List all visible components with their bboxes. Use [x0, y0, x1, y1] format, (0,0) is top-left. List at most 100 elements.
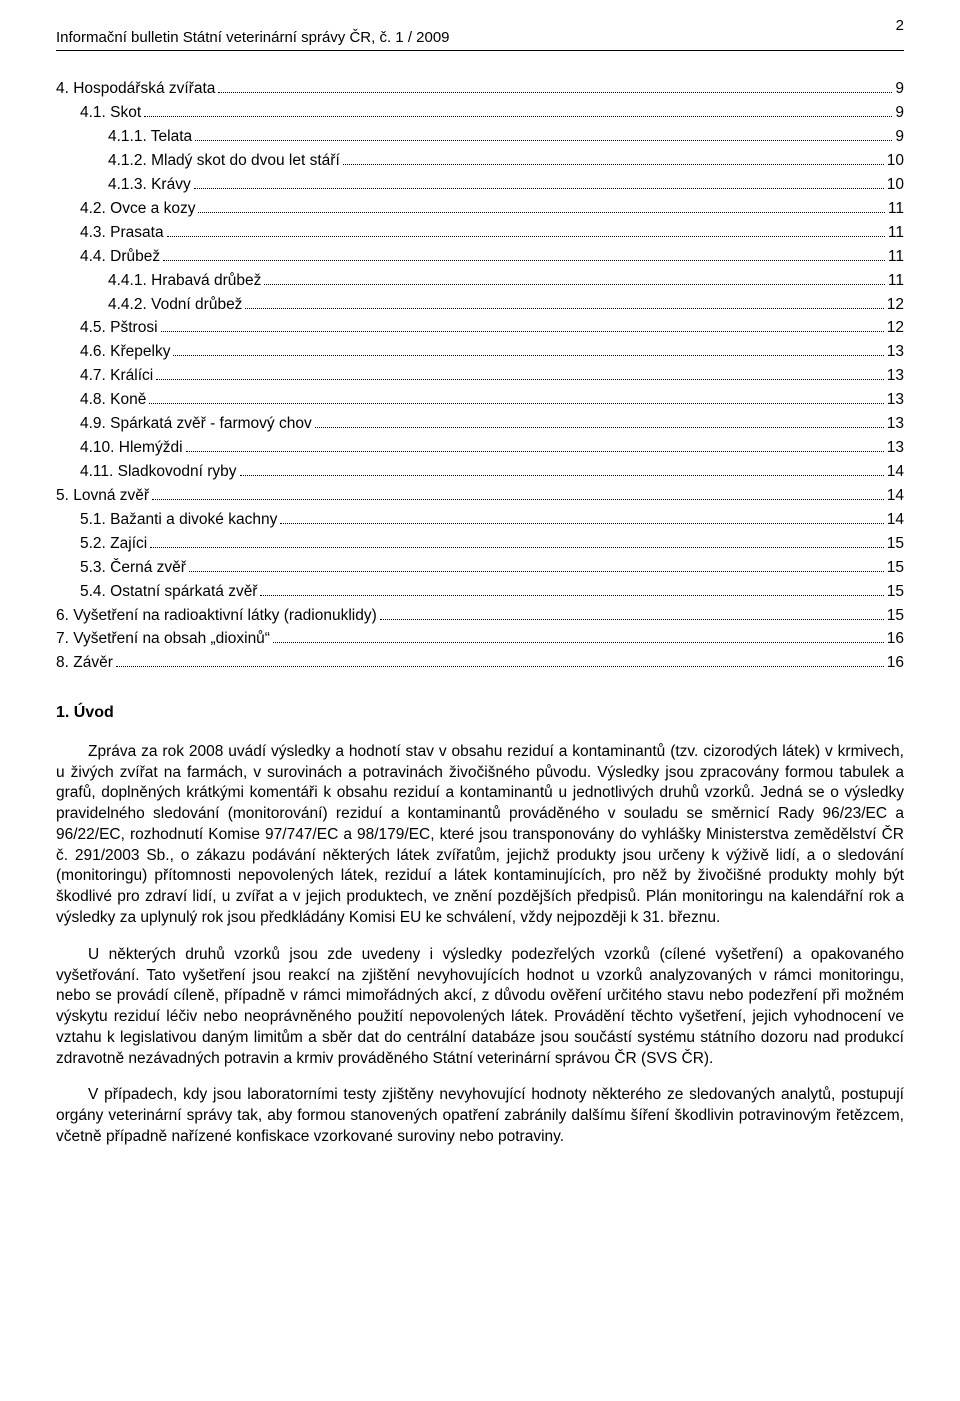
table-of-contents: 4. Hospodářská zvířata94.1. Skot94.1.1. … — [56, 79, 904, 674]
toc-leader-dots — [280, 511, 883, 523]
toc-row: 5.3. Černá zvěř 15 — [56, 558, 904, 579]
toc-leader-dots — [144, 105, 892, 117]
toc-leader-dots — [380, 607, 884, 619]
toc-row: 4.6. Křepelky13 — [56, 342, 904, 363]
toc-page-number: 12 — [887, 295, 904, 316]
toc-label: 4.3. Prasata — [80, 223, 164, 244]
toc-leader-dots — [173, 344, 883, 356]
toc-leader-dots — [198, 200, 884, 212]
toc-page-number: 11 — [888, 199, 904, 220]
toc-label: 4.4. Drůbež — [80, 247, 160, 268]
body-paragraph: V případech, kdy jsou laboratorními test… — [56, 1085, 904, 1147]
toc-page-number: 16 — [887, 653, 904, 674]
toc-label: 4.1.2. Mladý skot do dvou let stáří — [108, 151, 340, 172]
toc-page-number: 16 — [887, 629, 904, 650]
toc-page-number: 12 — [887, 318, 904, 339]
toc-leader-dots — [195, 129, 892, 141]
toc-row: 5.4. Ostatní spárkatá zvěř 15 — [56, 582, 904, 603]
toc-leader-dots — [194, 177, 884, 189]
toc-page-number: 14 — [887, 462, 904, 483]
header-title: Informační bulletin Státní veterinární s… — [56, 28, 450, 48]
toc-leader-dots — [218, 81, 892, 93]
toc-label: 5. Lovná zvěř — [56, 486, 149, 507]
toc-leader-dots — [152, 488, 884, 500]
toc-row: 4.4. Drůbež 11 — [56, 247, 904, 268]
section-heading: 1. Úvod — [56, 702, 904, 724]
toc-leader-dots — [343, 153, 884, 165]
toc-leader-dots — [163, 248, 885, 260]
toc-leader-dots — [161, 320, 884, 332]
toc-page-number: 13 — [887, 390, 904, 411]
toc-page-number: 9 — [895, 103, 904, 124]
toc-leader-dots — [149, 392, 883, 404]
toc-leader-dots — [116, 655, 884, 667]
toc-page-number: 9 — [895, 127, 904, 148]
document-page: Informační bulletin Státní veterinární s… — [0, 0, 960, 1401]
toc-page-number: 15 — [887, 606, 904, 627]
toc-row: 4.1. Skot 9 — [56, 103, 904, 124]
toc-label: 4.5. Pštrosi — [80, 318, 158, 339]
toc-row: 4.4.1. Hrabavá drůbež11 — [56, 271, 904, 292]
body-paragraph: Zpráva za rok 2008 uvádí výsledky a hodn… — [56, 742, 904, 929]
toc-label: 5.4. Ostatní spárkatá zvěř — [80, 582, 257, 603]
toc-page-number: 15 — [887, 558, 904, 579]
toc-label: 4.2. Ovce a kozy — [80, 199, 195, 220]
toc-leader-dots — [186, 440, 884, 452]
toc-row: 4.11. Sladkovodní ryby 14 — [56, 462, 904, 483]
toc-page-number: 15 — [887, 582, 904, 603]
toc-label: 4. Hospodářská zvířata — [56, 79, 215, 100]
toc-page-number: 10 — [887, 175, 904, 196]
toc-row: 7. Vyšetření na obsah „dioxinů“ 16 — [56, 629, 904, 650]
toc-row: 4.5. Pštrosi 12 — [56, 318, 904, 339]
page-header: Informační bulletin Státní veterinární s… — [56, 28, 904, 48]
toc-label: 4.8. Koně — [80, 390, 146, 411]
toc-label: 4.4.2. Vodní drůbež — [108, 295, 242, 316]
toc-label: 4.7. Králíci — [80, 366, 153, 387]
toc-label: 4.1.3. Krávy — [108, 175, 191, 196]
toc-label: 4.1. Skot — [80, 103, 141, 124]
toc-row: 4.8. Koně 13 — [56, 390, 904, 411]
toc-row: 5. Lovná zvěř 14 — [56, 486, 904, 507]
toc-page-number: 13 — [887, 342, 904, 363]
toc-row: 4.1.3. Krávy 10 — [56, 175, 904, 196]
toc-page-number: 14 — [887, 486, 904, 507]
page-number: 2 — [896, 16, 904, 36]
toc-label: 8. Závěr — [56, 653, 113, 674]
toc-row: 4.3. Prasata11 — [56, 223, 904, 244]
toc-row: 5.2. Zajíci15 — [56, 534, 904, 555]
toc-row: 4.7. Králíci 13 — [56, 366, 904, 387]
header-rule — [56, 50, 904, 51]
toc-row: 4.10. Hlemýždi13 — [56, 438, 904, 459]
toc-page-number: 13 — [887, 438, 904, 459]
toc-leader-dots — [156, 368, 884, 380]
toc-leader-dots — [240, 464, 884, 476]
toc-label: 5.2. Zajíci — [80, 534, 147, 555]
toc-leader-dots — [150, 535, 884, 547]
toc-row: 5.1. Bažanti a divoké kachny14 — [56, 510, 904, 531]
toc-page-number: 11 — [888, 247, 904, 268]
toc-leader-dots — [189, 559, 884, 571]
toc-label: 4.4.1. Hrabavá drůbež — [108, 271, 261, 292]
toc-row: 4.1.2. Mladý skot do dvou let stáří10 — [56, 151, 904, 172]
toc-label: 4.1.1. Telata — [108, 127, 192, 148]
toc-label: 5.3. Černá zvěř — [80, 558, 186, 579]
toc-page-number: 13 — [887, 414, 904, 435]
toc-page-number: 13 — [887, 366, 904, 387]
toc-label: 7. Vyšetření na obsah „dioxinů“ — [56, 629, 270, 650]
toc-row: 4.9. Spárkatá zvěř - farmový chov 13 — [56, 414, 904, 435]
toc-label: 4.9. Spárkatá zvěř - farmový chov — [80, 414, 312, 435]
toc-row: 4.1.1. Telata 9 — [56, 127, 904, 148]
toc-label: 6. Vyšetření na radioaktivní látky (radi… — [56, 606, 377, 627]
toc-leader-dots — [273, 631, 884, 643]
toc-page-number: 9 — [895, 79, 904, 100]
toc-leader-dots — [260, 583, 883, 595]
toc-leader-dots — [264, 272, 885, 284]
toc-label: 4.11. Sladkovodní ryby — [80, 462, 237, 483]
toc-leader-dots — [245, 296, 883, 308]
toc-row: 8. Závěr 16 — [56, 653, 904, 674]
toc-row: 6. Vyšetření na radioaktivní látky (radi… — [56, 606, 904, 627]
toc-row: 4.2. Ovce a kozy 11 — [56, 199, 904, 220]
toc-label: 5.1. Bažanti a divoké kachny — [80, 510, 277, 531]
toc-row: 4.4.2. Vodní drůbež 12 — [56, 295, 904, 316]
toc-leader-dots — [167, 224, 885, 236]
